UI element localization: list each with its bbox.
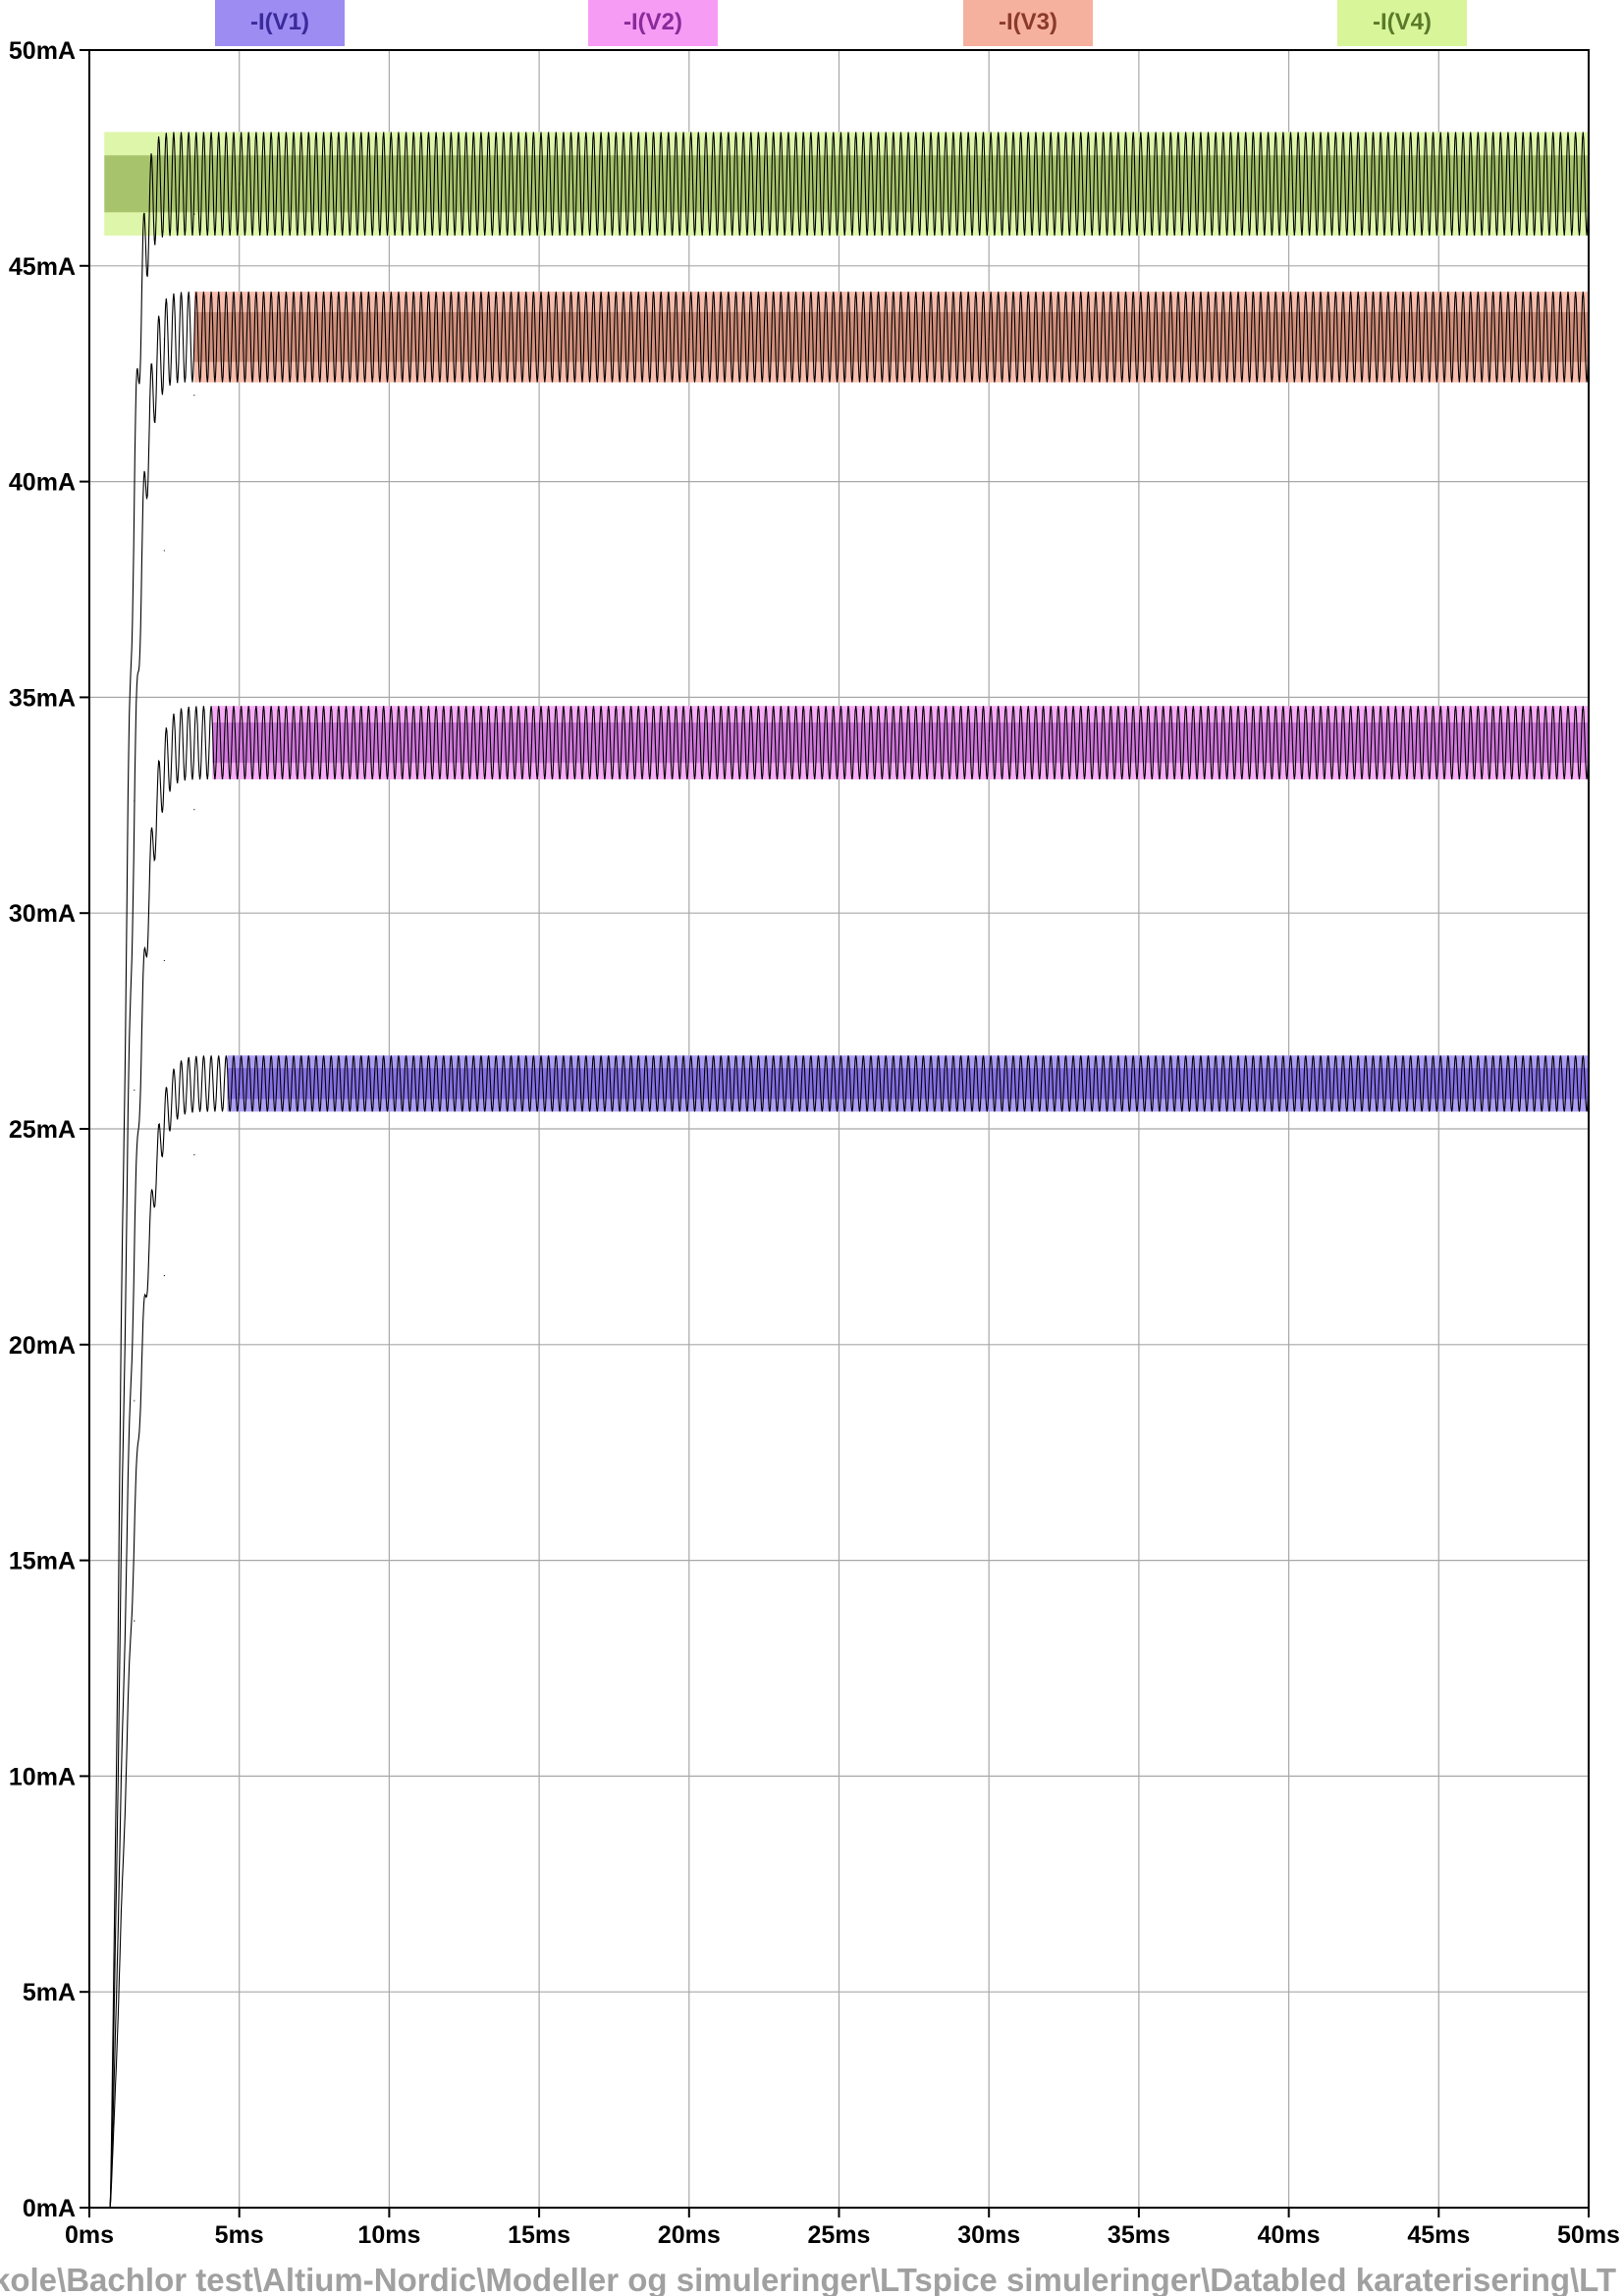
- x-tick-label: 10ms: [357, 2221, 420, 2249]
- y-tick-label: 10mA: [9, 1763, 76, 1790]
- legend-label-iv1: -I(V1): [250, 9, 309, 35]
- point-iv1: [988, 1085, 990, 1087]
- x-tick-label: 30ms: [957, 2221, 1020, 2249]
- point-iv3: [988, 338, 990, 341]
- point-iv4: [988, 179, 990, 181]
- point-iv2: [163, 959, 165, 962]
- curve-iv2: [89, 706, 1590, 2209]
- x-tick-label: 0ms: [65, 2221, 114, 2249]
- legend-label-iv2: -I(V2): [623, 9, 682, 35]
- x-tick-label: 20ms: [658, 2221, 721, 2249]
- point-iv2: [988, 739, 990, 741]
- y-tick-label: 40mA: [9, 469, 76, 497]
- y-axis-ticks: 0mA 5mA 10mA 15mA 20mA 25mA 30mA 35mA 40mA 45mA 50…: [9, 37, 89, 2222]
- legend-box-iv2: [588, 0, 718, 46]
- point-iv4: [688, 179, 690, 181]
- point-iv4: [388, 179, 390, 181]
- point-iv2: [239, 748, 241, 750]
- x-tick-label: 35ms: [1108, 2221, 1170, 2249]
- point-iv3: [688, 338, 690, 341]
- point-iv1: [134, 1620, 135, 1622]
- y-tick-label: 45mA: [9, 253, 76, 281]
- curve-iv1: [89, 1055, 1590, 2209]
- x-tick-label: 25ms: [808, 2221, 871, 2249]
- point-iv4: [1288, 179, 1290, 181]
- x-tick-label: 45ms: [1407, 2221, 1470, 2249]
- point-iv3: [239, 343, 241, 345]
- series-curves: [88, 132, 1590, 2209]
- x-axis-ticks: 0ms 5ms 10ms 15ms 20ms 25ms 30ms 35ms 40ms 45ms 50…: [65, 2208, 1620, 2249]
- point-iv3: [1288, 338, 1290, 341]
- point-iv3: [388, 338, 390, 341]
- point-iv3: [134, 1089, 135, 1092]
- point-iv1: [163, 1274, 165, 1277]
- legend-label-iv3: -I(V3): [999, 9, 1057, 35]
- y-tick-label: 20mA: [9, 1332, 76, 1360]
- x-tick-label: 5ms: [215, 2221, 264, 2249]
- point-iv2: [134, 1400, 135, 1402]
- x-tick-label: 15ms: [508, 2221, 570, 2249]
- point-iv2: [1288, 739, 1290, 741]
- y-tick-label: 30mA: [9, 900, 76, 928]
- point-iv1: [1288, 1085, 1290, 1087]
- y-tick-label: 35mA: [9, 684, 76, 712]
- legend-box-iv4: [1337, 0, 1467, 46]
- x-tick-label: 40ms: [1258, 2221, 1321, 2249]
- point-iv4: [239, 183, 241, 185]
- legend-box-iv1: [215, 0, 345, 46]
- point-iv1: [239, 1094, 241, 1095]
- point-iv3: [193, 395, 195, 397]
- point-iv4: [193, 213, 195, 215]
- y-tick-label: 25mA: [9, 1116, 76, 1144]
- point-iv1: [688, 1085, 690, 1087]
- y-tick-label: 0mA: [23, 2195, 76, 2222]
- curve-iv3: [89, 292, 1590, 2209]
- point-iv4: [134, 800, 135, 802]
- point-iv1: [193, 1153, 195, 1155]
- point-iv4: [163, 338, 165, 341]
- curve-iv4: [89, 132, 1590, 2209]
- point-iv3: [163, 550, 165, 552]
- point-iv1: [388, 1085, 390, 1087]
- band-core-iv1: [227, 1068, 1589, 1099]
- point-iv2: [388, 739, 390, 741]
- y-tick-label: 15mA: [9, 1548, 76, 1575]
- legend-label-iv4: -I(V4): [1373, 9, 1432, 35]
- file-path-footer: kole\Bachlor test\Altium-Nordic\Modeller…: [0, 2262, 1616, 2296]
- x-tick-label: 50ms: [1557, 2221, 1620, 2249]
- y-tick-label: 5mA: [23, 1979, 76, 2006]
- point-iv2: [688, 739, 690, 741]
- series-bands: [104, 132, 1590, 1112]
- legend: -I(V1) -I(V2) -I(V3) -I(V4): [215, 0, 1467, 46]
- legend-box-iv3: [963, 0, 1093, 46]
- point-iv2: [193, 809, 195, 811]
- y-tick-label: 50mA: [9, 37, 76, 65]
